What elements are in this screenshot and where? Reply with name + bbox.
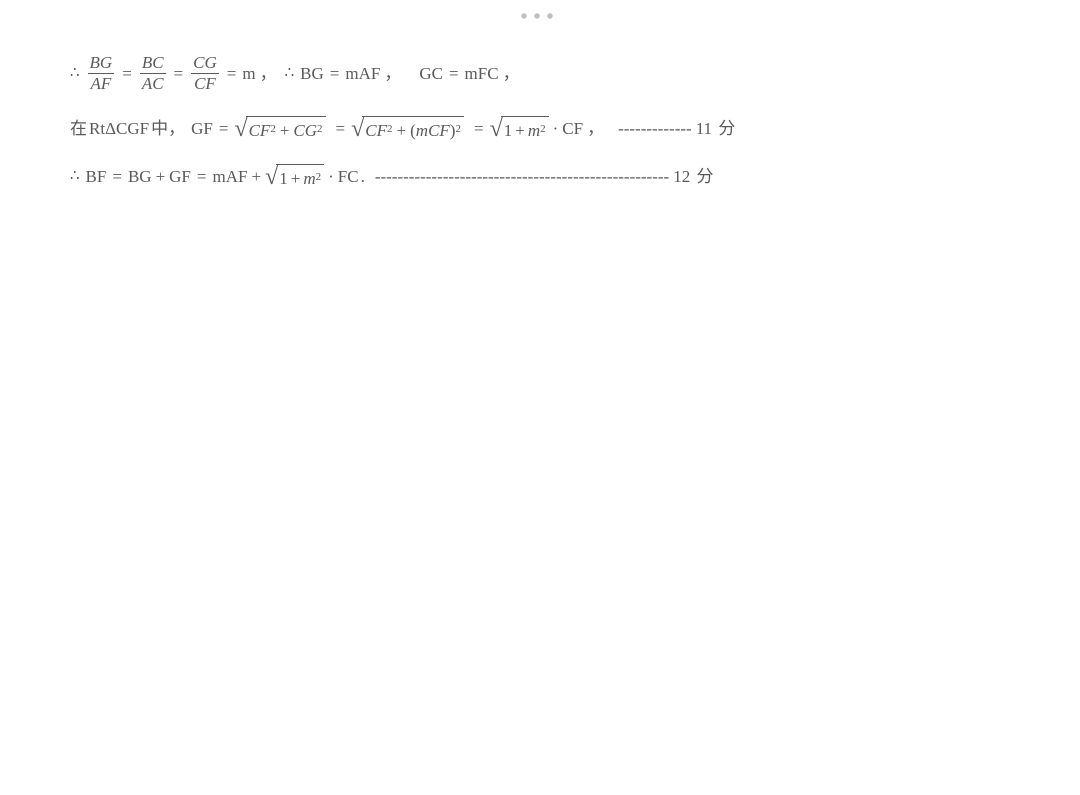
radicand: CF2 + CG2 [246, 116, 326, 142]
delta-icon: Δ [105, 120, 116, 137]
sqrt-cf2-cg2: √ CF2 + CG2 [234, 116, 325, 142]
comma: ， [260, 65, 277, 82]
score-11: 11 分 [696, 120, 736, 137]
term-fc: FC [338, 168, 359, 185]
score-number: 12 [673, 167, 690, 186]
radical-icon: √ [490, 116, 503, 142]
score-unit: 分 [696, 167, 713, 186]
comma: ， [587, 120, 604, 137]
sqrt-1-m2: √ 1 + m2 [490, 116, 549, 142]
var-gf: GF [191, 120, 213, 137]
equals: = [474, 120, 484, 137]
var-bg: BG [128, 168, 152, 185]
comma: ， [384, 65, 401, 82]
var-m: m [242, 65, 255, 82]
plus: + [515, 122, 525, 139]
equals: = [122, 65, 132, 82]
radicand: 1 + m2 [276, 164, 324, 190]
therefore-icon: ∴ [70, 66, 80, 81]
page-body: ∴ BG AF = BC AC = CG CF = m ， ∴ BG = mAF… [0, 29, 1080, 190]
rad-term: 1 [504, 122, 513, 139]
text-rt: Rt [89, 120, 105, 137]
therefore-icon: ∴ [70, 169, 80, 184]
plus: + [251, 168, 261, 185]
equals: = [336, 120, 346, 137]
term-bg: BG [300, 65, 324, 82]
fraction-cg-cf: CG CF [191, 53, 219, 94]
term-maf: mAF [212, 168, 247, 185]
sqrt-cf2-mcf2: √ CF2 + ( mCF )2 [351, 116, 464, 142]
term-cf: CF [562, 120, 583, 137]
radicand: 1 + m2 [501, 116, 549, 142]
equation-line-1: ∴ BG AF = BC AC = CG CF = m ， ∴ BG = mAF… [70, 53, 1036, 94]
rad-term: CF [249, 122, 271, 139]
text-zai: 在 [70, 120, 87, 137]
radicand: CF2 + ( mCF )2 [362, 116, 464, 142]
plus: + [291, 170, 301, 187]
text-zhong: 中， [151, 120, 185, 137]
rad-term: 1 [279, 170, 288, 187]
term-gc: GC [419, 65, 443, 82]
frac-num: BC [140, 53, 166, 73]
equation-line-3: ∴ BF = BG + GF = mAF + √ 1 + m2 · FC . -… [70, 164, 1036, 190]
plus: + [156, 168, 166, 185]
frac-den: AF [88, 74, 113, 94]
score-unit: 分 [718, 119, 735, 138]
plus: + [280, 122, 290, 139]
cdot: · [328, 168, 334, 185]
cdot: · [553, 120, 559, 137]
dash-fill: ----------------------------------------… [375, 168, 669, 185]
header-dots: ••• [0, 0, 1080, 29]
period: . [361, 168, 365, 185]
equation-line-2: 在 Rt Δ CGF 中， GF = √ CF2 + CG2 = √ CF2 +… [70, 116, 1036, 142]
frac-num: CG [191, 53, 219, 73]
rad-term: m [528, 122, 540, 139]
term-mfc: mFC [465, 65, 499, 82]
equals: = [227, 65, 237, 82]
rad-term: m [303, 170, 315, 187]
frac-num: BG [88, 53, 115, 73]
rad-term: mCF [416, 122, 450, 139]
equals: = [219, 120, 229, 137]
equals: = [112, 168, 122, 185]
var-gf: GF [169, 168, 191, 185]
comma: ， [503, 65, 520, 82]
rad-term: CF [365, 122, 387, 139]
term-maf: mAF [345, 65, 380, 82]
fraction-bc-ac: BC AC [140, 53, 166, 94]
frac-den: AC [140, 74, 166, 94]
equals: = [174, 65, 184, 82]
fraction-bg-af: BG AF [88, 53, 115, 94]
therefore-icon: ∴ [285, 66, 295, 81]
score-12: 12 分 [673, 168, 713, 185]
score-number: 11 [696, 119, 712, 138]
var-bf: BF [86, 168, 107, 185]
radical-icon: √ [234, 116, 247, 142]
sqrt-1-m2-b: √ 1 + m2 [265, 164, 324, 190]
triangle-name: CGF [116, 120, 149, 137]
radical-icon: √ [351, 116, 364, 142]
equals: = [330, 65, 340, 82]
equals: = [449, 65, 459, 82]
plus: + [397, 122, 407, 139]
radical-icon: √ [265, 164, 278, 190]
frac-den: CF [192, 74, 218, 94]
rad-term: CG [293, 122, 317, 139]
dash-fill: ------------- [618, 120, 692, 137]
equals: = [197, 168, 207, 185]
